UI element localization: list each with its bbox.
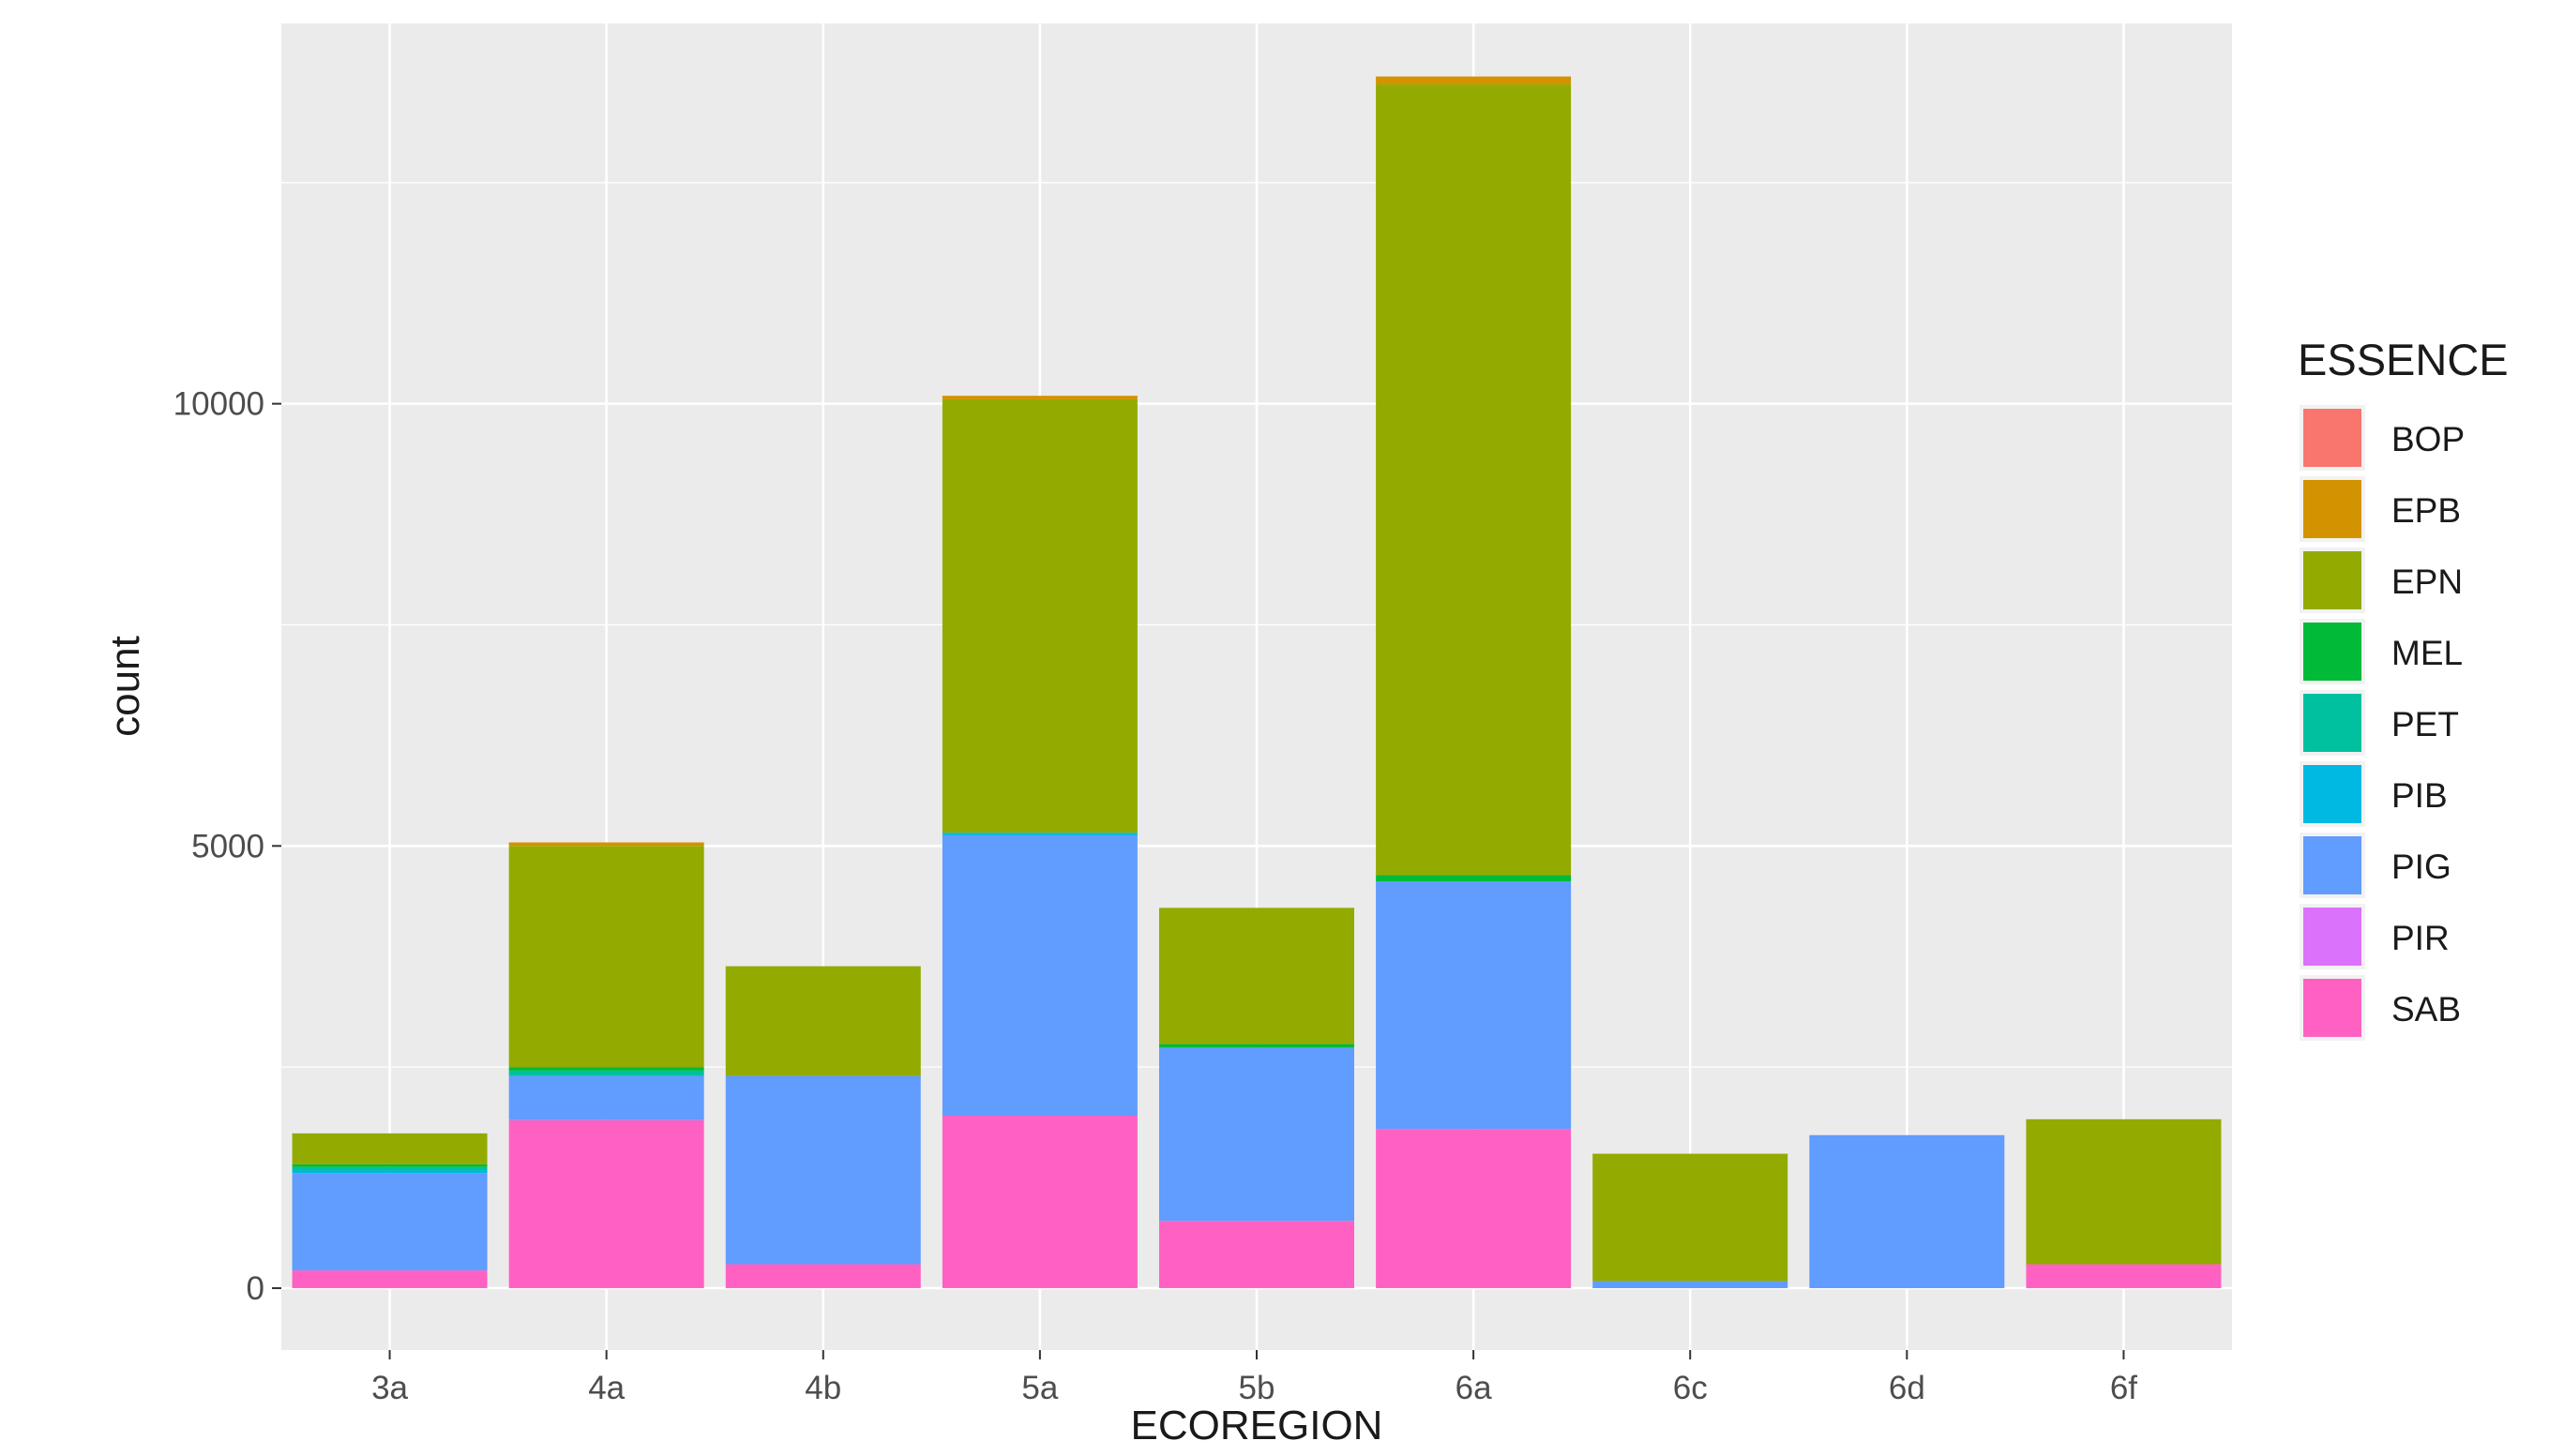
legend-swatch bbox=[2303, 480, 2361, 538]
bar-segment-pig bbox=[1159, 1047, 1354, 1222]
x-tick-label: 6f bbox=[2110, 1370, 2137, 1406]
bar-segment-epn bbox=[942, 398, 1138, 833]
bar-segment-pig bbox=[1809, 1134, 2005, 1288]
bar-segment-epb bbox=[508, 842, 704, 847]
bar-segment-mel bbox=[292, 1163, 488, 1167]
bar-segment-epb bbox=[942, 396, 1138, 399]
y-tick-label: 10000 bbox=[173, 386, 264, 423]
legend: ESSENCE BOP EPB EPN MEL PET PIB PIG PIR SAB bbox=[2298, 335, 2509, 1041]
bar-segment-pig bbox=[1592, 1281, 1788, 1288]
bar-segment-epn bbox=[725, 966, 921, 1076]
x-tick-label: 6c bbox=[1673, 1370, 1708, 1406]
legend-swatch bbox=[2303, 551, 2361, 609]
bar-segment-pig bbox=[942, 834, 1138, 1117]
legend-swatch bbox=[2303, 836, 2361, 894]
bar-stack-6d bbox=[1809, 1134, 2005, 1288]
bar-segment-pib bbox=[942, 833, 1138, 835]
bar-segment-pig bbox=[292, 1173, 488, 1271]
x-tick-label: 5b bbox=[1239, 1370, 1275, 1406]
bar-segment-sab bbox=[292, 1270, 488, 1288]
legend-label: EPB bbox=[2391, 491, 2461, 530]
bar-segment-pig bbox=[508, 1075, 704, 1120]
bar-stack-6f bbox=[2026, 1118, 2222, 1288]
y-axis: 0 5000 10000 bbox=[173, 386, 281, 1307]
bar-segment-epn bbox=[2026, 1118, 2222, 1265]
x-axis-title: ECOREGION bbox=[1131, 1403, 1383, 1448]
legend-label: PET bbox=[2391, 705, 2459, 743]
bar-stack-6c bbox=[1592, 1153, 1788, 1288]
bar-stack-4b bbox=[725, 966, 921, 1288]
legend-swatch bbox=[2303, 908, 2361, 966]
bar-segment-pig bbox=[1376, 881, 1572, 1130]
x-tick-label: 5a bbox=[1021, 1370, 1058, 1406]
x-axis: 3a 4a 4b 5a 5b 6a 6c 6d 6f bbox=[371, 1350, 2137, 1406]
bar-segment-epn bbox=[292, 1133, 488, 1164]
bar-segment-sab bbox=[942, 1116, 1138, 1288]
bar-segment-epb bbox=[1376, 76, 1572, 85]
bar-stack-3a bbox=[292, 1133, 488, 1288]
legend-swatch bbox=[2303, 409, 2361, 467]
legend-item-pib: PIB bbox=[2300, 761, 2448, 827]
bar-segment-sab bbox=[508, 1119, 704, 1288]
bar-segment-epn bbox=[1159, 908, 1354, 1044]
legend-swatch bbox=[2303, 765, 2361, 823]
bar-segment-pib bbox=[292, 1170, 488, 1174]
bar-segment-pet bbox=[292, 1166, 488, 1171]
legend-item-bop: BOP bbox=[2300, 405, 2465, 471]
legend-item-pet: PET bbox=[2300, 690, 2459, 756]
legend-label: EPN bbox=[2391, 563, 2463, 601]
bar-segment-mel bbox=[508, 1067, 704, 1071]
x-tick-label: 6d bbox=[1889, 1370, 1925, 1406]
legend-label: PIR bbox=[2391, 919, 2450, 957]
bar-stack-5b bbox=[1159, 908, 1354, 1288]
legend-swatch bbox=[2303, 979, 2361, 1037]
bar-segment-sab bbox=[1376, 1129, 1572, 1288]
bar-segment-mel bbox=[1159, 1043, 1354, 1048]
legend-title: ESSENCE bbox=[2298, 335, 2509, 384]
x-tick-label: 6a bbox=[1455, 1370, 1492, 1406]
legend-item-pir: PIR bbox=[2300, 904, 2450, 969]
legend-swatch bbox=[2303, 623, 2361, 681]
legend-label: BOP bbox=[2391, 420, 2465, 458]
bars-layer bbox=[292, 76, 2222, 1288]
legend-item-pig: PIG bbox=[2300, 833, 2451, 898]
x-tick-label: 4a bbox=[588, 1370, 625, 1406]
bar-segment-epn bbox=[1376, 84, 1572, 876]
legend-label: PIG bbox=[2391, 848, 2451, 886]
y-axis-title: count bbox=[102, 636, 148, 737]
bar-segment-epn bbox=[508, 846, 704, 1068]
bar-segment-pet bbox=[508, 1070, 704, 1076]
legend-label: PIB bbox=[2391, 776, 2448, 815]
legend-item-sab: SAB bbox=[2300, 975, 2461, 1041]
legend-item-mel: MEL bbox=[2300, 619, 2463, 684]
bar-stack-6a bbox=[1376, 76, 1572, 1288]
legend-item-epb: EPB bbox=[2300, 476, 2461, 542]
x-tick-label: 4b bbox=[805, 1370, 841, 1406]
y-tick-label: 5000 bbox=[191, 828, 264, 864]
x-tick-label: 3a bbox=[371, 1370, 408, 1406]
legend-label: SAB bbox=[2391, 990, 2461, 1028]
bar-stack-5a bbox=[942, 396, 1138, 1288]
bar-segment-mel bbox=[1376, 875, 1572, 882]
bar-segment-pig bbox=[725, 1075, 921, 1265]
legend-item-epn: EPN bbox=[2300, 548, 2463, 613]
bar-segment-sab bbox=[725, 1264, 921, 1288]
bar-segment-sab bbox=[1159, 1221, 1354, 1288]
y-tick-label: 0 bbox=[247, 1270, 264, 1307]
bar-segment-epn bbox=[1592, 1153, 1788, 1282]
legend-swatch bbox=[2303, 694, 2361, 752]
legend-label: MEL bbox=[2391, 634, 2463, 672]
bar-segment-sab bbox=[2026, 1264, 2222, 1288]
bar-stack-4a bbox=[508, 842, 704, 1288]
